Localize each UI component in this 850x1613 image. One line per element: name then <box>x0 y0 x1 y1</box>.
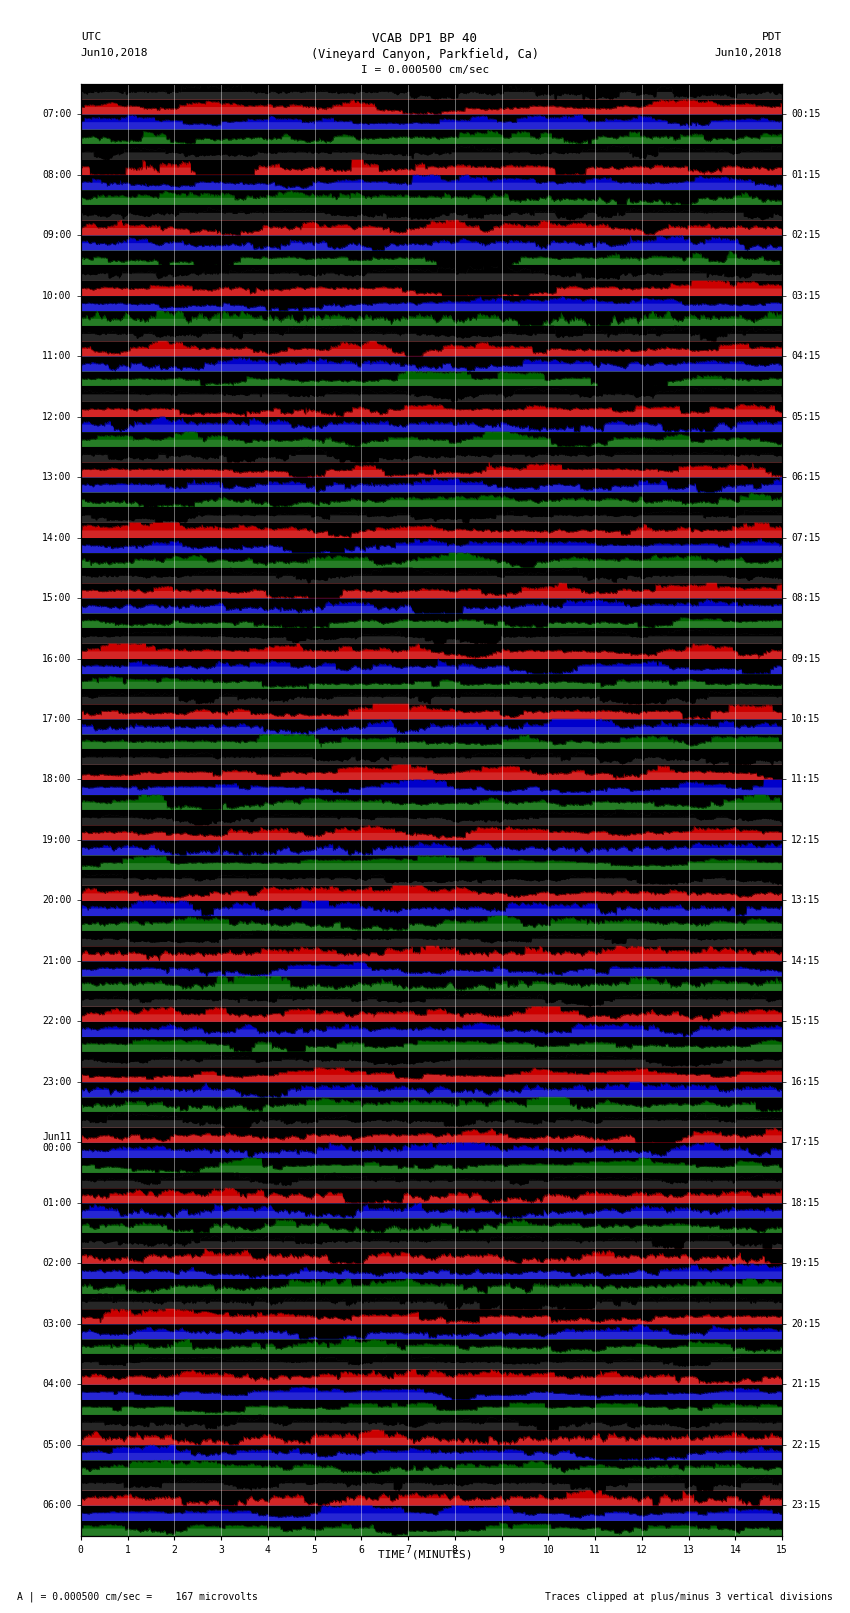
Text: VCAB DP1 BP 40: VCAB DP1 BP 40 <box>372 32 478 45</box>
Text: I = 0.000500 cm/sec: I = 0.000500 cm/sec <box>361 65 489 74</box>
Text: A | = 0.000500 cm/sec =    167 microvolts: A | = 0.000500 cm/sec = 167 microvolts <box>17 1592 258 1602</box>
Text: Jun10,2018: Jun10,2018 <box>715 48 782 58</box>
Text: PDT: PDT <box>762 32 782 42</box>
Text: (Vineyard Canyon, Parkfield, Ca): (Vineyard Canyon, Parkfield, Ca) <box>311 48 539 61</box>
Text: Jun10,2018: Jun10,2018 <box>81 48 148 58</box>
Text: Traces clipped at plus/minus 3 vertical divisions: Traces clipped at plus/minus 3 vertical … <box>545 1592 833 1602</box>
Text: UTC: UTC <box>81 32 101 42</box>
Text: TIME (MINUTES): TIME (MINUTES) <box>377 1550 473 1560</box>
